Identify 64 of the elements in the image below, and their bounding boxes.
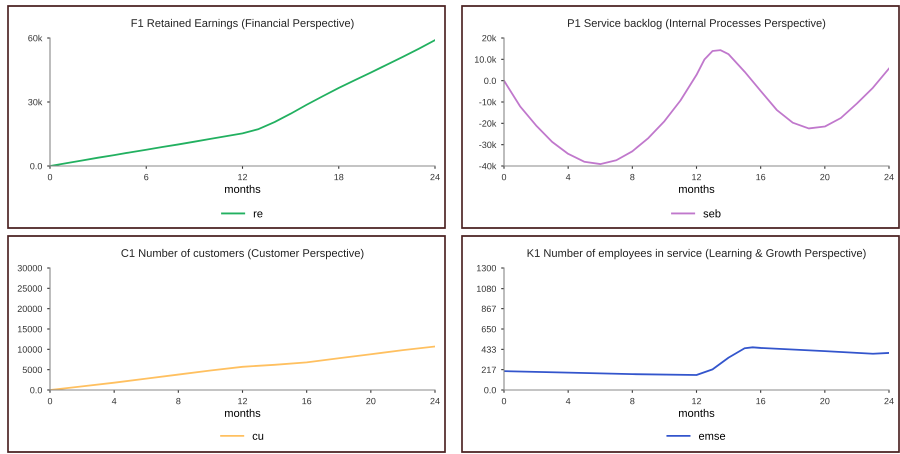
x-tick-label: 24 xyxy=(884,398,894,404)
x-tick-label: 24 xyxy=(430,174,440,180)
y-tick-label: 25000 xyxy=(18,285,42,292)
y-tick-label: -10k xyxy=(479,98,496,106)
x-tick-label: 0 xyxy=(48,398,52,404)
x-tick-label: 18 xyxy=(334,174,344,180)
y-tick-label: -40k xyxy=(479,162,496,170)
chart-title: F1 Retained Earnings (Financial Perspective) xyxy=(132,18,354,30)
y-tick-label: 60k xyxy=(28,34,42,42)
x-tick-label: 20 xyxy=(366,398,376,404)
x-tick-label: 4 xyxy=(112,398,116,404)
y-tick-label: 433 xyxy=(482,346,496,353)
legend-label: seb xyxy=(703,209,721,218)
line-series xyxy=(50,39,435,166)
y-tick-label: 20000 xyxy=(18,306,42,312)
x-axis-title: months xyxy=(225,408,260,417)
y-tick-label: 20k xyxy=(482,34,496,42)
chart-title: K1 Number of employees in service (Learning & Growth Perspective) xyxy=(528,248,866,260)
x-tick-label: 12 xyxy=(692,398,702,404)
y-tick-label: 0.0 xyxy=(30,162,42,170)
y-tick-label: 30k xyxy=(28,98,42,106)
y-tick-label: 1300 xyxy=(476,264,496,272)
x-tick-label: 0 xyxy=(48,174,52,180)
y-tick-label: 0.0 xyxy=(30,386,42,394)
chart-title: P1 Service backlog (Internal Processes Perspective) xyxy=(568,18,826,30)
y-tick-label: 217 xyxy=(482,366,496,373)
x-tick-label: 4 xyxy=(566,174,570,180)
x-tick-label: 6 xyxy=(144,174,148,180)
y-tick-label: 10.0k xyxy=(474,56,496,63)
x-axis-title: months xyxy=(679,184,714,193)
x-tick-label: 12 xyxy=(692,174,702,180)
x-tick-label: 20 xyxy=(820,398,830,404)
y-tick-label: 30000 xyxy=(18,264,42,272)
x-tick-label: 16 xyxy=(756,174,766,180)
x-tick-label: 24 xyxy=(884,174,894,180)
x-tick-label: 12 xyxy=(238,174,248,180)
y-tick-label: 0.0 xyxy=(484,386,496,394)
x-tick-label: 8 xyxy=(176,398,180,404)
x-tick-label: 0 xyxy=(502,174,506,180)
y-tick-label: 10000 xyxy=(18,346,42,353)
x-tick-label: 20 xyxy=(820,174,830,180)
y-tick-label: 867 xyxy=(482,306,496,312)
x-tick-label: 16 xyxy=(756,398,766,404)
y-tick-label: 1080 xyxy=(476,286,496,292)
line-series xyxy=(504,346,889,376)
x-tick-label: 0 xyxy=(502,398,506,404)
x-axis-title: months xyxy=(225,184,260,193)
y-tick-label: 15000 xyxy=(18,326,42,332)
y-tick-label: 0.0 xyxy=(484,78,496,84)
y-tick-label: 5000 xyxy=(22,366,42,374)
x-tick-label: 12 xyxy=(238,398,248,404)
y-tick-label: -30k xyxy=(479,141,496,148)
x-tick-label: 8 xyxy=(630,174,634,180)
chart-title: C1 Number of customers (Customer Perspective) xyxy=(121,248,364,260)
x-tick-label: 16 xyxy=(302,398,312,404)
legend-label: cu xyxy=(252,434,264,440)
y-tick-label: 650 xyxy=(482,326,496,332)
x-tick-label: 24 xyxy=(430,398,440,404)
x-axis-title: months xyxy=(679,408,714,417)
x-tick-label: 4 xyxy=(566,398,570,404)
legend-label: emse xyxy=(698,434,726,440)
legend-label: re xyxy=(254,211,262,218)
y-tick-label: -20k xyxy=(479,120,496,127)
x-tick-label: 8 xyxy=(630,398,634,404)
